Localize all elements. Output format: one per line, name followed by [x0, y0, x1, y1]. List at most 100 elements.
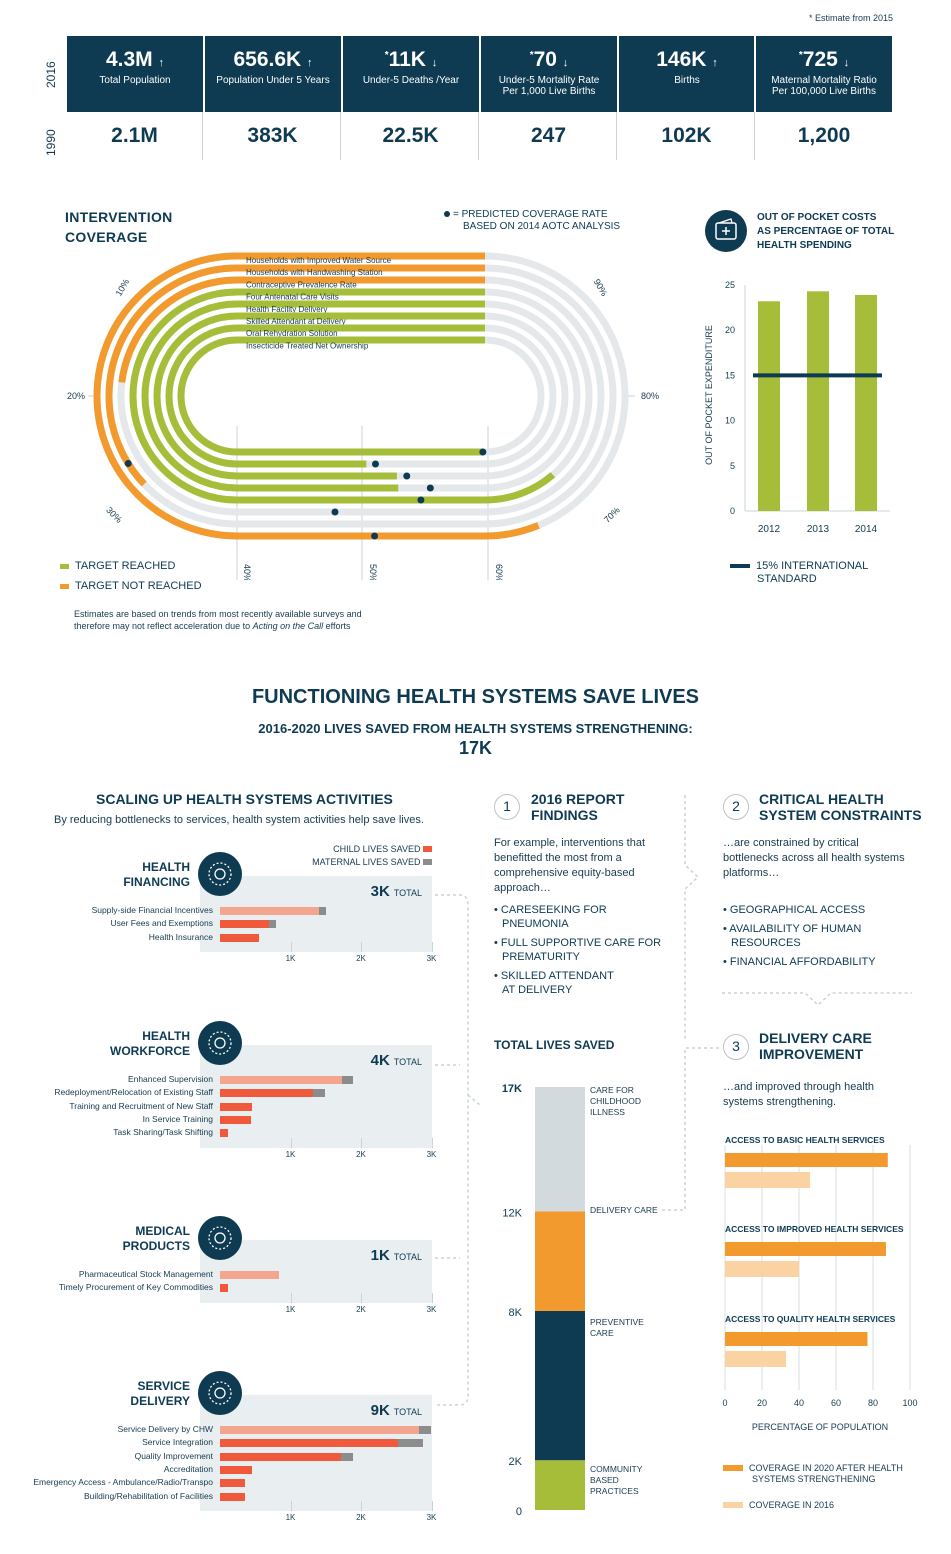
child-bar [220, 1271, 279, 1279]
stack-cat-label-0-0: CARE FOR [590, 1085, 634, 1095]
stat-1990-1: 383K [205, 112, 341, 160]
intervention-label-0: Households with Improved Water Source [246, 256, 392, 265]
intervention-label-7: Insecticide Treated Net Ownership [246, 341, 369, 350]
constraints-divider [722, 992, 912, 1007]
stack-ytick-12K: 12K [502, 1207, 522, 1219]
scaling-title: SCALING UP HEALTH SYSTEMS ACTIVITIES [96, 791, 393, 807]
findings-bullets: • CARESEEKING FOR PNEUMONIA • FULL SUPPO… [494, 904, 662, 996]
predicted-dot-1 [124, 459, 132, 467]
activity-label: Emergency Access - Ambulance/Radio/Trans… [33, 1477, 213, 1488]
access-bar-2016-1 [725, 1261, 799, 1277]
axis-label-1K: 1K [285, 1304, 296, 1314]
activity-total-word: TOTAL [393, 1407, 422, 1417]
pct-label-60%: 60% [494, 564, 504, 580]
maternal-bar [313, 1089, 326, 1098]
delivery-number: 3 [723, 1034, 749, 1060]
oop-ytick-20: 20 [725, 325, 735, 335]
oop-legend-line [730, 564, 750, 569]
child-bar [220, 1129, 229, 1138]
stack-cat-label-2-0: PREVENTIVE [590, 1317, 644, 1327]
activity-group-name2-1: WORKFORCE [110, 1044, 190, 1058]
axis-tick-2K [361, 1292, 362, 1303]
stat-label: Total Population [99, 75, 171, 86]
track-value-6 [165, 324, 557, 468]
activity-total-1: 4K TOTAL [300, 1052, 422, 1070]
stat-label: Under-5 Mortality Rate [498, 75, 600, 86]
findings-body: For example, interventions that benefitt… [494, 837, 646, 894]
activity-group-name-2: MEDICAL [135, 1224, 190, 1238]
axis-tick-2K [361, 1137, 362, 1148]
legend-2016-swatch [723, 1502, 743, 1508]
track-value-5 [153, 312, 569, 480]
maternal-bar [341, 1452, 353, 1461]
maternal-swatch [423, 859, 432, 865]
stat-1990-5: 1,200 [756, 112, 892, 160]
stat-value-1990: 1,200 [797, 124, 851, 147]
child-bar [220, 1102, 252, 1111]
oop-ylabel: OUT OF POCKET EXPENDITURE [704, 325, 714, 465]
connector-lines [435, 894, 481, 1406]
stat-value-1990: 247 [530, 124, 567, 147]
track-value-1 [105, 264, 617, 528]
stat-sep-3 [617, 36, 619, 112]
access-category-2: ACCESS TO QUALITY HEALTH SERVICES [725, 1314, 896, 1324]
legend-not-reached: TARGET NOT REACHED [60, 580, 202, 592]
stat-2016-5: *725 ↓ Maternal Mortality Ratio Per 100,00… [756, 36, 892, 112]
stat-value-2016: 146K ↑ [656, 48, 718, 71]
access-bar-2016-0 [725, 1172, 811, 1188]
stack-cat-label-0-2: ILLNESS [590, 1107, 625, 1117]
constraints-body: …are constrained by critical bottlenecks… [723, 837, 905, 879]
child-bar [220, 1284, 228, 1293]
activity-group-name2-0: FINANCING [123, 875, 190, 889]
predicted-dot-0 [371, 532, 379, 540]
stat-value-2016: *70 ↓ [529, 48, 569, 71]
track-bg-7 [177, 336, 545, 456]
year-2016-label: 2016 [44, 61, 58, 88]
stack-ytick-17K: 17K [502, 1083, 522, 1095]
axis-label-3K: 3K [426, 953, 437, 963]
delivery-connector [662, 1047, 720, 1211]
delivery-title: DELIVERY CARE IMPROVEMENT [759, 1030, 872, 1062]
intervention-label-4: Health Facility Delivery [246, 305, 327, 314]
axis-tick-1K [290, 1292, 292, 1303]
axis-label-3K: 3K [426, 1512, 437, 1522]
stack-segment-1 [535, 1310, 585, 1461]
child-bar [220, 907, 319, 915]
child-swatch [423, 846, 432, 852]
access-bar-2016-2 [725, 1351, 787, 1367]
stat-2016-2: *11K ↓ Under-5 Deaths /Year [343, 36, 479, 112]
pct-label-70%: 70% [602, 505, 622, 525]
stat-1990-2: 22.5K [343, 112, 479, 160]
wallet-icon [705, 210, 747, 252]
scaling-subtitle: By reducing bottlenecks to services, hea… [54, 814, 424, 826]
intervention-label-2: Contraceptive Prevalence Rate [246, 280, 357, 289]
access-category-0: ACCESS TO BASIC HEALTH SERVICES [725, 1135, 885, 1145]
track-value-7 [177, 336, 545, 456]
axis-tick-1K [290, 1137, 292, 1148]
activity-total-value: 4K [370, 1052, 390, 1069]
activity-label: Redeployment/Relocation of Existing Staf… [54, 1087, 213, 1098]
access-xtick-60: 60 [831, 1398, 841, 1408]
scaling-legend: CHILD LIVES SAVED MATERNAL LIVES SAVED [280, 843, 432, 869]
stat-value-2016: 656.6K ↑ [233, 48, 313, 71]
activity-label: Enhanced Supervision [127, 1074, 213, 1084]
legend-2020-swatch [723, 1465, 743, 1471]
stack-ytick-2K: 2K [509, 1456, 523, 1468]
stack-cat-label-0-1: CHILDHOOD [590, 1096, 641, 1106]
activity-group-name-3: SERVICE [137, 1379, 190, 1393]
oop-chart: 0 5 10 15 20 25 2012 2013 2014 OUT OF POCKET EXPE… [704, 280, 890, 535]
maternal-bar [418, 1426, 432, 1434]
axis-label-1K: 1K [285, 953, 296, 963]
constraints-bullets: • GEOGRAPHICAL ACCESS • AVAILABILITY OF … [723, 904, 876, 968]
maternal-bar [397, 1439, 424, 1448]
child-bar [220, 1089, 314, 1098]
activity-label: Supply-side Financial Incentives [91, 905, 213, 915]
stat-value-2016: *725 ↓ [798, 48, 850, 71]
activity-label: Training and Recruitment of New Staff [69, 1100, 213, 1111]
stack-segment-2 [535, 1211, 585, 1311]
axis-label-2K: 2K [356, 1149, 366, 1159]
main-total: 17K [458, 738, 493, 758]
axis-label-3K: 3K [426, 1149, 437, 1159]
child-bar [220, 920, 270, 929]
